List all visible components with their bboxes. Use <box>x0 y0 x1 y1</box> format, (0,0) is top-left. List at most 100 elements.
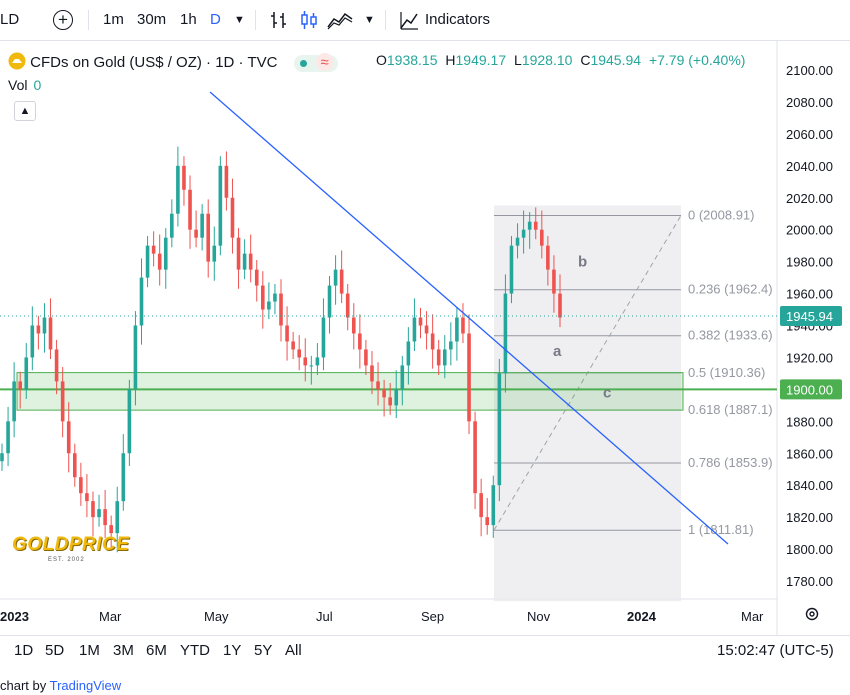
interval-d[interactable]: D <box>210 11 221 28</box>
candle-body <box>461 317 465 334</box>
candle-body <box>455 317 459 342</box>
time-tick-label: Sep <box>421 609 444 624</box>
candle-body <box>79 477 83 494</box>
candle-body <box>97 509 101 518</box>
candle-body <box>0 453 4 462</box>
candle-body <box>394 389 399 406</box>
candle-body <box>109 525 113 534</box>
candle-body <box>206 213 211 262</box>
candle-body <box>224 165 229 198</box>
indicators-icon[interactable] <box>399 10 419 30</box>
candle-body <box>230 197 235 238</box>
candle-body <box>170 213 174 238</box>
bar-style-icon[interactable] <box>269 10 289 30</box>
chevron-down-icon[interactable]: ▼ <box>234 14 245 26</box>
wave-label-b: b <box>578 254 587 271</box>
candle-body <box>254 269 259 286</box>
candle-body <box>18 381 22 390</box>
price-chart[interactable]: 0 (2008.91) 0.236 (1962.4) 0.382 (1933.6) 0… <box>0 41 850 635</box>
volume-legend: Vol 0 <box>8 77 41 93</box>
candle-body <box>442 349 447 366</box>
candle-body <box>30 325 35 358</box>
goldprice-logo: GOLDPRICE EST. 2002 <box>12 534 152 564</box>
add-symbol-icon[interactable]: + <box>53 10 73 30</box>
price-tick-label: 1800.00 <box>786 542 833 557</box>
candle-body <box>376 381 380 390</box>
candle-body <box>182 165 186 190</box>
candle-body <box>345 293 350 318</box>
range-all[interactable]: All <box>285 642 302 659</box>
chevron-down-icon[interactable]: ▼ <box>364 14 375 26</box>
price-tick-label: 1920.00 <box>786 350 833 365</box>
wave-label-c: c <box>603 385 611 402</box>
clock-readout[interactable]: 15:02:47 (UTC-5) <box>717 642 834 659</box>
candle-body <box>115 501 120 534</box>
support-zone[interactable] <box>16 372 684 411</box>
candle-body <box>552 269 556 294</box>
price-tick-label: 1840.00 <box>786 478 833 493</box>
candle-body <box>200 213 204 238</box>
gear-icon[interactable] <box>804 606 820 622</box>
candle-body <box>327 285 332 318</box>
collapse-legend-button[interactable]: ▲ <box>14 101 36 121</box>
fib-level-label: 1 (1811.81) <box>688 522 754 537</box>
candle-body <box>163 237 168 270</box>
candle-body <box>279 293 283 326</box>
interval-1h[interactable]: 1h <box>180 11 197 28</box>
candle-body <box>188 189 192 230</box>
credit-brand[interactable]: TradingView <box>49 678 122 693</box>
candle-body <box>267 301 271 310</box>
time-tick-label: Mar <box>741 609 764 624</box>
time-tick-label: 2023 <box>0 609 29 624</box>
symbol-short[interactable]: LD <box>0 11 20 28</box>
candle-body <box>66 421 71 454</box>
candle-body <box>133 325 138 390</box>
candle-body <box>285 325 289 342</box>
area-style-icon[interactable] <box>327 10 353 30</box>
tradingview-credit[interactable]: chart by TradingView <box>0 678 121 693</box>
fib-level-label: 0.5 (1910.36) <box>688 365 765 380</box>
candle-body <box>291 341 295 350</box>
range-1y[interactable]: 1Y <box>223 642 242 659</box>
interval-1m[interactable]: 1m <box>103 11 124 28</box>
candle-body <box>333 269 338 286</box>
range-5d[interactable]: 5D <box>45 642 65 659</box>
price-tick-label: 2020.00 <box>786 191 833 206</box>
open-value: 1938.15 <box>386 52 438 68</box>
fib-level-label: 0.786 (1853.9) <box>688 455 773 470</box>
last-price-badge <box>780 306 842 327</box>
range-ytd[interactable]: YTD <box>180 642 210 659</box>
time-tick-label: 2024 <box>627 609 657 624</box>
candle-style-icon[interactable] <box>299 10 319 30</box>
candle-body <box>400 365 405 390</box>
candle-body <box>358 333 362 350</box>
fib-retracement-area[interactable] <box>494 205 681 602</box>
price-tick-label: 1980.00 <box>786 255 833 270</box>
candle-body <box>248 253 253 270</box>
candle-body <box>430 333 435 350</box>
symbol-title[interactable]: CFDs on Gold (US$ / OZ) · 1D · TVC <box>30 54 278 71</box>
indicators-button[interactable]: Indicators <box>425 11 491 28</box>
candle-body <box>60 381 65 422</box>
range-5y[interactable]: 5Y <box>254 642 273 659</box>
ohlc-values: O1938.15 H1949.17 L1928.10 C1945.94 +7.7… <box>376 52 749 68</box>
interval-30m[interactable]: 30m <box>137 11 167 28</box>
candle-body <box>309 365 314 367</box>
range-6m[interactable]: 6M <box>146 642 167 659</box>
market-status-badge[interactable]: ≈ <box>293 52 338 72</box>
price-tick-label: 2080.00 <box>786 95 833 110</box>
candle-body <box>339 269 344 294</box>
candle-body <box>479 493 483 518</box>
candle-body <box>273 293 277 302</box>
low-value: 1928.10 <box>521 52 573 68</box>
logo-wordmark: GOLDPRICE <box>12 534 130 555</box>
candle-body <box>242 253 247 270</box>
candle-body <box>364 349 368 366</box>
range-1d[interactable]: 1D <box>14 642 34 659</box>
candle-body <box>351 317 356 334</box>
close-value: 1945.94 <box>590 52 642 68</box>
candle-body <box>176 165 180 214</box>
range-1m[interactable]: 1M <box>79 642 100 659</box>
range-3m[interactable]: 3M <box>113 642 134 659</box>
downtrend-line[interactable] <box>209 91 729 545</box>
